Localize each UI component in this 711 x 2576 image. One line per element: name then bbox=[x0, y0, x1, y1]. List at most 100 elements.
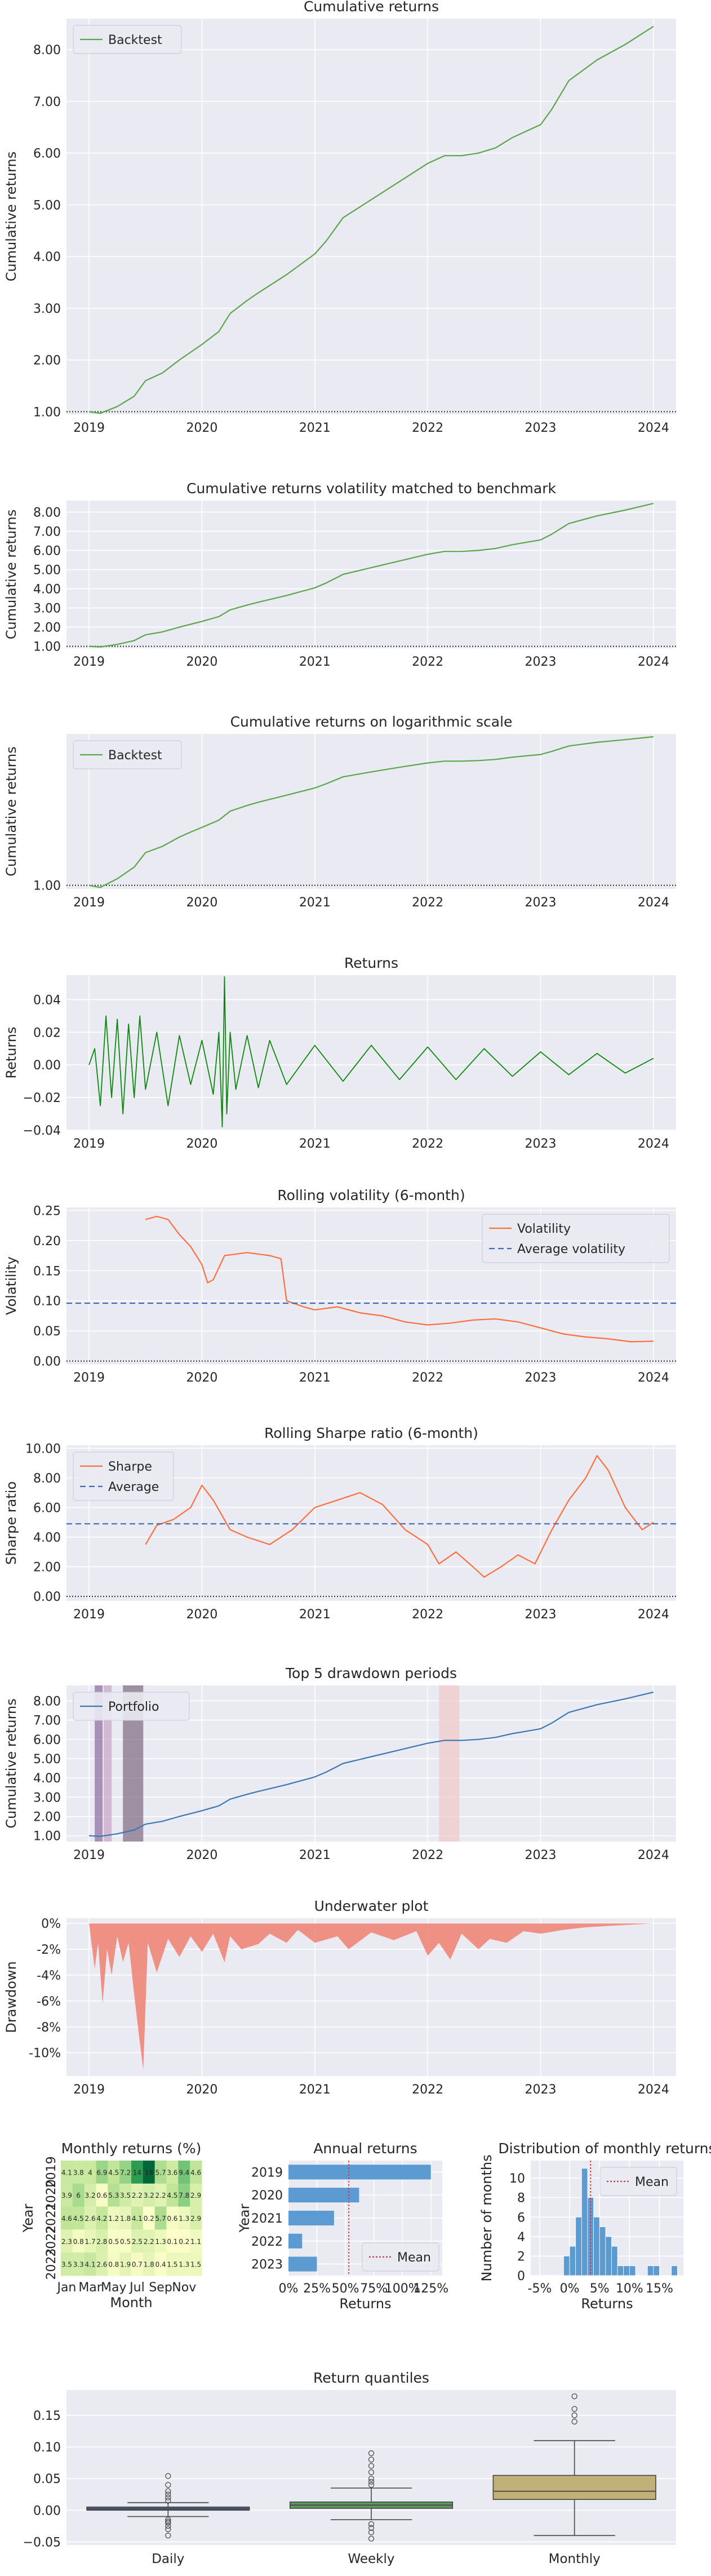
legend-box bbox=[73, 25, 182, 54]
x-tick-label: 2024 bbox=[638, 655, 669, 669]
x-tick-label: 2020 bbox=[186, 1371, 217, 1385]
histogram-bar bbox=[617, 2265, 624, 2276]
y-tick-label: 0.05 bbox=[33, 1325, 61, 1339]
chart-title-underwater: Underwater plot bbox=[314, 1898, 429, 1914]
legend-sharpe: Sharpe Average bbox=[73, 1451, 174, 1501]
y-tick-label: 4.00 bbox=[33, 1772, 61, 1786]
y-tick-label: 8.00 bbox=[33, 506, 61, 520]
x-tick-label: Daily bbox=[152, 2552, 184, 2566]
heatmap-cell-label: 0.8 bbox=[73, 2238, 84, 2246]
heatmap-cell bbox=[154, 2252, 167, 2276]
box-outlier bbox=[165, 2491, 171, 2498]
x-tick-label: 2021 bbox=[299, 1848, 331, 1862]
heatmap-cell bbox=[166, 2183, 179, 2207]
heatmap-cell bbox=[61, 2161, 73, 2184]
heatmap-cell bbox=[108, 2252, 120, 2276]
heatmap-cell-label: 2.2 bbox=[155, 2192, 166, 2199]
x-tick-label: 2023 bbox=[525, 1608, 557, 1622]
chart-volmatched: Cumulative returns volatility matched to… bbox=[3, 480, 676, 669]
heatmap-cell-label: 18 bbox=[145, 2168, 153, 2176]
heatmap-cell-label: 1.5 bbox=[167, 2261, 177, 2269]
heatmap-cell-label: 2.6 bbox=[96, 2261, 107, 2269]
heatmap-cell bbox=[131, 2229, 144, 2253]
heatmap-cell-label: 4 bbox=[88, 2168, 92, 2176]
box-outlier bbox=[368, 2521, 375, 2528]
y-tick-label: 0.00 bbox=[33, 1590, 61, 1604]
legend-box bbox=[73, 1692, 190, 1721]
chart-sharpe: Rolling Sharpe ratio (6-month) 0.00 2.00 4.… bbox=[3, 1425, 676, 1622]
legend-label: Average volatility bbox=[517, 1242, 625, 1256]
series-line-volatility bbox=[145, 1215, 654, 1343]
y-tick-label: -2% bbox=[37, 1943, 61, 1957]
heatmap-cell bbox=[154, 2229, 167, 2253]
x-tick-label: 5% bbox=[590, 2282, 610, 2296]
y-tick-label: 10 bbox=[509, 2172, 525, 2186]
x-tick-label: 2020 bbox=[186, 2083, 217, 2097]
x-axis-label: Returns bbox=[339, 2296, 391, 2312]
y-tick-label: 0.02 bbox=[33, 1026, 61, 1040]
drawdown-span bbox=[95, 1685, 103, 1842]
heatmap-cell bbox=[96, 2229, 108, 2253]
annual-return-bar bbox=[288, 2188, 359, 2203]
histogram-bar bbox=[647, 2265, 654, 2276]
y-tick-label: 4.00 bbox=[33, 1531, 61, 1545]
histogram-bar bbox=[629, 2265, 636, 2276]
y-tick-label: 1.00 bbox=[33, 879, 61, 893]
heatmap-cell-label: 1.5 bbox=[190, 2261, 201, 2269]
heatmap-cell-label: 1.1 bbox=[190, 2238, 201, 2246]
heatmap-cell-label: 4.1 bbox=[85, 2261, 96, 2269]
x-tick-label: 2021 bbox=[299, 1608, 331, 1622]
heatmap-cell bbox=[61, 2183, 73, 2207]
heatmap-cell-label: 4.5 bbox=[108, 2168, 119, 2176]
legend-box bbox=[362, 2242, 439, 2272]
heatmap-cell bbox=[84, 2229, 96, 2253]
legend-rollvol: Volatility Average volatility bbox=[482, 1214, 670, 1263]
box-outlier bbox=[165, 2519, 171, 2525]
heatmap-cell-label: 0.6 bbox=[167, 2215, 177, 2223]
y-tick-label: 2022 bbox=[251, 2235, 283, 2249]
heatmap-cell bbox=[166, 2161, 179, 2184]
legend-label: Backtest bbox=[108, 749, 162, 763]
y-axis-label: Cumulative returns bbox=[3, 746, 19, 877]
y-tick-label: 5.00 bbox=[33, 1752, 61, 1767]
heatmap-cell-label: 1.8 bbox=[144, 2261, 154, 2269]
box-outlier bbox=[571, 2412, 577, 2419]
x-tick-label: 2024 bbox=[638, 896, 669, 910]
box-outlier bbox=[165, 2482, 171, 2488]
heatmap-cell-label: 2.8 bbox=[96, 2238, 107, 2246]
heatmap-cell bbox=[154, 2206, 167, 2230]
x-tick-label: 2019 bbox=[73, 896, 105, 910]
x-tick-label: 2020 bbox=[186, 1848, 217, 1862]
heatmap-cell-label: 3.5 bbox=[120, 2192, 131, 2199]
chart-underwater: Underwater plot 0% -2% -4% -6% -8% -10% Drawdow… bbox=[3, 1898, 676, 2097]
y-tick-label: 6.00 bbox=[33, 147, 61, 161]
x-tick-label: Weekly bbox=[348, 2552, 394, 2566]
heatmap-cell-label: 3.2 bbox=[144, 2192, 154, 2199]
x-tick-label: 2021 bbox=[299, 421, 331, 435]
heatmap-cell-label: 3.2 bbox=[85, 2192, 96, 2199]
heatmap-cell-label: 2.3 bbox=[61, 2238, 72, 2246]
chart-rollvol: Rolling volatility (6-month) 0.00 0.05 0.10… bbox=[3, 1187, 676, 1385]
y-tick-label: 2021 bbox=[251, 2212, 283, 2226]
x-tick-label: May bbox=[101, 2281, 126, 2295]
y-tick-label: 4 bbox=[517, 2230, 525, 2245]
heatmap-cell bbox=[72, 2183, 85, 2207]
heatmap-cell-label: 3.3 bbox=[73, 2261, 84, 2269]
heatmap-cell-label: 0.5 bbox=[108, 2238, 119, 2246]
heatmap-cell bbox=[61, 2252, 73, 2276]
x-tick-label: 15% bbox=[646, 2282, 673, 2296]
y-tick-label: 0.00 bbox=[33, 1059, 61, 1073]
y-tick-label: 5.00 bbox=[33, 563, 61, 577]
y-tick-label: 2.00 bbox=[33, 621, 61, 635]
series-line-volmatched bbox=[89, 503, 654, 648]
x-tick-label: -5% bbox=[528, 2282, 552, 2296]
y-tick-label: 1.00 bbox=[33, 1830, 61, 1844]
y-tick-label: 1.00 bbox=[33, 405, 61, 419]
heatmap-cell-label: 1.8 bbox=[120, 2215, 131, 2223]
legend-drawdowns: Portfolio bbox=[73, 1692, 190, 1721]
x-tick-label: 2022 bbox=[412, 1608, 443, 1622]
box-outlier bbox=[368, 2525, 375, 2531]
y-tick-label: 4.00 bbox=[33, 250, 61, 264]
heatmap-cell bbox=[108, 2229, 120, 2253]
histogram-bar bbox=[671, 2265, 678, 2276]
